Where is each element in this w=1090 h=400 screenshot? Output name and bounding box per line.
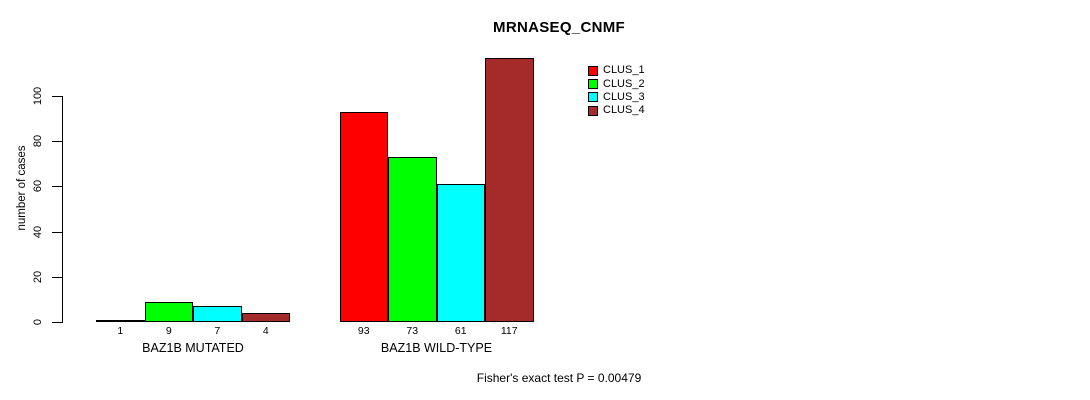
bar-value-label: 117 (500, 325, 518, 337)
bar (96, 319, 145, 322)
y-tick (52, 141, 62, 142)
y-tick (52, 277, 62, 278)
legend-label: CLUS_3 (603, 90, 645, 103)
bar (193, 306, 242, 322)
y-tick (52, 96, 62, 97)
annotation-text: Fisher's exact test P = 0.00479 (476, 371, 642, 385)
bar-value-label: 9 (165, 325, 172, 337)
y-tick-label: 40 (32, 225, 44, 238)
y-tick (52, 322, 62, 323)
bar (144, 301, 193, 322)
category-label: BAZ1B MUTATED (142, 341, 244, 355)
category-label: BAZ1B WILD-TYPE (380, 341, 493, 355)
bar-value-label: 73 (406, 325, 419, 337)
y-tick-label: 80 (32, 135, 44, 148)
bar-value-label: 4 (262, 325, 269, 337)
bar-value-label: 1 (117, 325, 124, 337)
legend: CLUS_1 CLUS_2 CLUS_3 CLUS_4 (588, 64, 645, 118)
legend-row: CLUS_3 (588, 91, 645, 104)
y-tick-label: 0 (32, 318, 44, 326)
legend-swatch (588, 105, 598, 116)
legend-label: CLUS_2 (603, 77, 645, 90)
bar-value-label: 93 (357, 325, 370, 337)
y-axis-label: number of cases (16, 145, 28, 231)
y-tick (52, 186, 62, 187)
y-axis-line (62, 96, 63, 323)
bar (388, 157, 437, 322)
legend-swatch (588, 79, 598, 90)
bar-value-label: 61 (454, 325, 467, 337)
legend-swatch (588, 65, 598, 76)
y-tick-label: 20 (32, 270, 44, 283)
bar (241, 312, 290, 322)
legend-swatch (588, 92, 598, 103)
y-tick-label: 60 (32, 180, 44, 193)
bar (339, 111, 388, 322)
legend-row: CLUS_4 (588, 104, 645, 117)
bar (485, 57, 534, 322)
legend-label: CLUS_4 (603, 104, 645, 117)
chart-title: MRNASEQ_CNMF (493, 19, 625, 36)
bar-value-label: 7 (214, 325, 221, 337)
legend-row: CLUS_2 (588, 77, 645, 90)
legend-label: CLUS_1 (603, 64, 645, 77)
y-tick (52, 232, 62, 233)
y-tick-label: 100 (32, 86, 44, 106)
bar (436, 184, 485, 322)
legend-row: CLUS_1 (588, 64, 645, 77)
